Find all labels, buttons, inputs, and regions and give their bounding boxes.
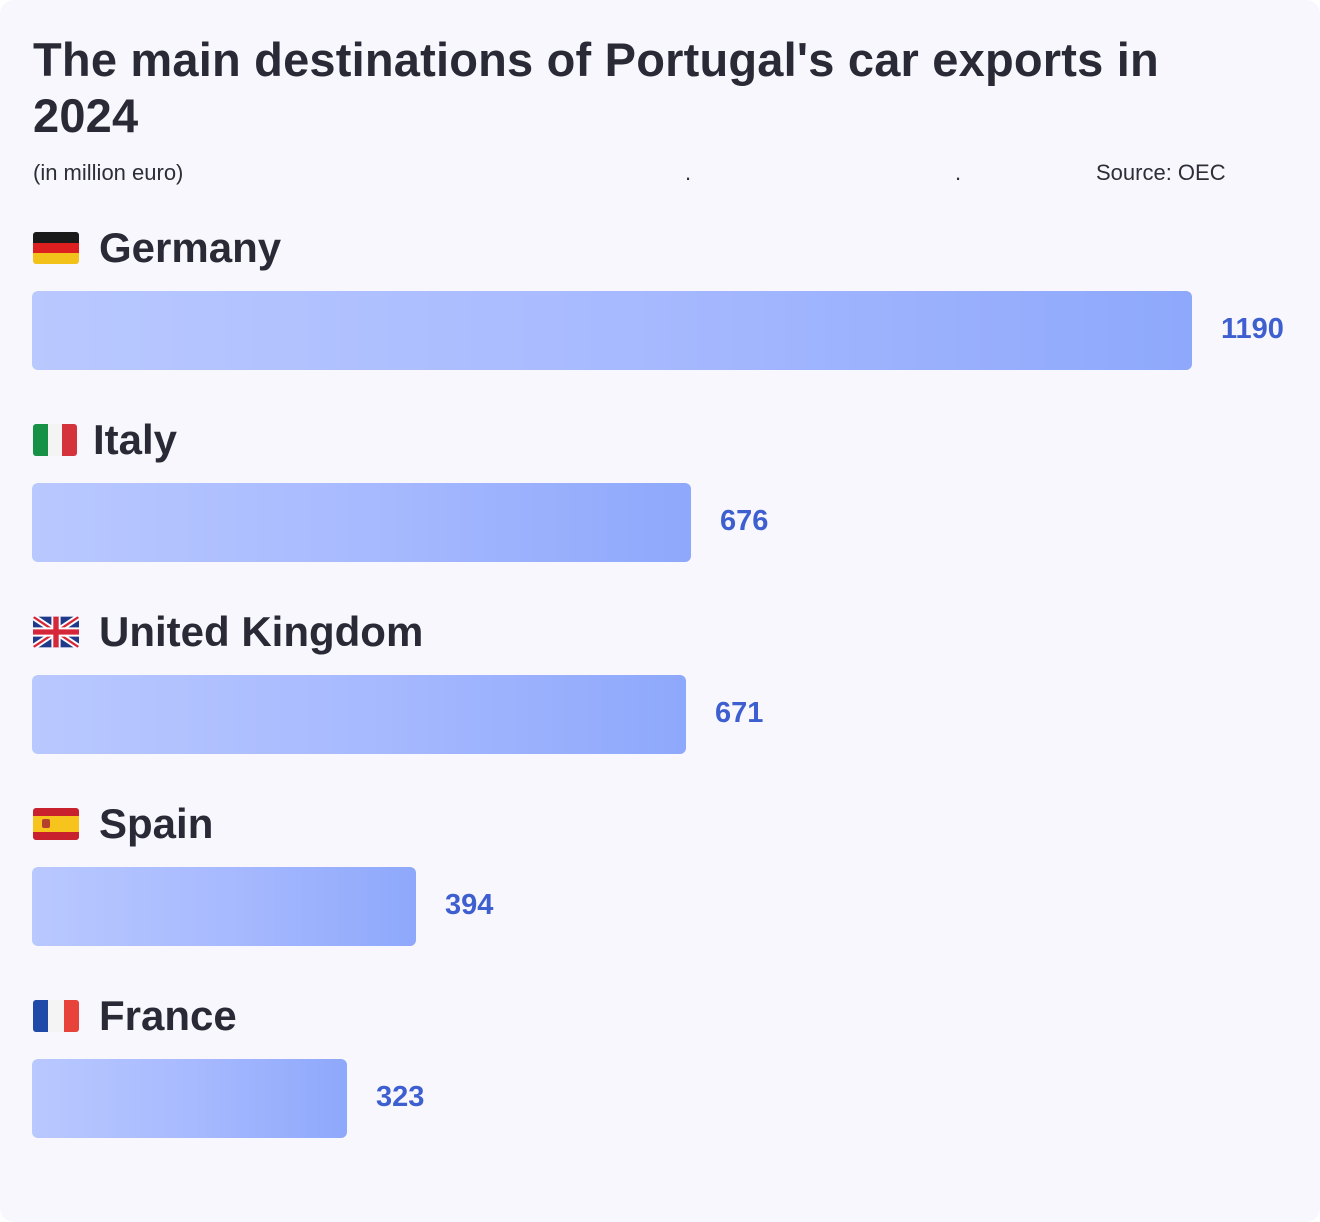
bar-spain xyxy=(32,867,416,946)
bar-label-united-kingdom: United Kingdom xyxy=(33,607,423,657)
spain-flag-icon xyxy=(33,808,79,840)
chart-source: Source: OEC xyxy=(1096,160,1226,185)
country-name: Italy xyxy=(93,416,178,463)
country-name: Spain xyxy=(99,800,214,847)
bar-value: 671 xyxy=(715,697,764,729)
bar-value: 1190 xyxy=(1221,313,1284,345)
bar-label-italy: Italy xyxy=(33,415,177,465)
bar-italy xyxy=(32,483,691,562)
bar-value: 394 xyxy=(445,889,494,921)
bar-value: 676 xyxy=(720,505,769,537)
chart-subtitle: (in million euro) xyxy=(33,160,184,185)
country-name: France xyxy=(99,992,237,1039)
bar-united-kingdom xyxy=(32,675,686,754)
bar-germany xyxy=(32,291,1192,370)
chart-title: The main destinations of Portugal's car … xyxy=(33,33,1159,142)
country-name: United Kingdom xyxy=(99,608,424,655)
bar-label-germany: Germany xyxy=(33,223,281,273)
country-name: Germany xyxy=(99,224,282,271)
separator-dot: . xyxy=(685,160,692,185)
bar-value: 323 xyxy=(376,1081,425,1113)
italy-flag-icon xyxy=(33,424,77,456)
separator-dot: . xyxy=(955,160,962,185)
france-flag-icon xyxy=(33,1000,79,1032)
subtitle-row: (in million euro) . . Source: OEC xyxy=(33,160,1243,190)
bar-label-spain: Spain xyxy=(33,799,213,849)
germany-flag-icon xyxy=(33,232,79,264)
bar-label-france: France xyxy=(33,991,237,1041)
uk-flag-icon xyxy=(33,616,79,648)
bar-france xyxy=(32,1059,347,1138)
